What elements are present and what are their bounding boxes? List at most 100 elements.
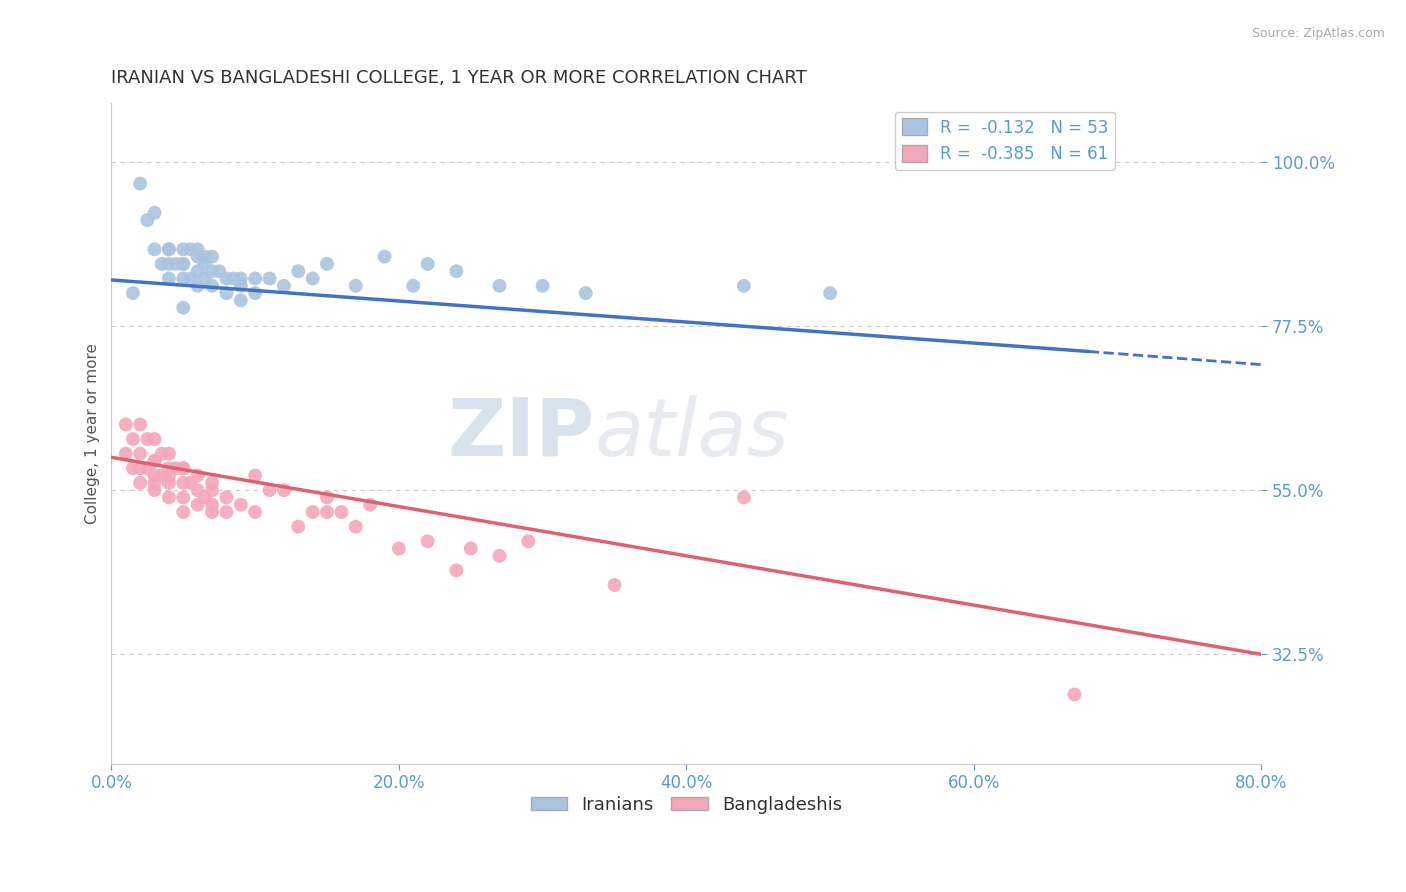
Point — [172, 491, 194, 505]
Point — [179, 475, 201, 490]
Point — [229, 278, 252, 293]
Point — [201, 264, 224, 278]
Point — [488, 278, 510, 293]
Point — [122, 461, 145, 475]
Point — [301, 271, 323, 285]
Point — [165, 257, 187, 271]
Point — [143, 454, 166, 468]
Point — [1063, 688, 1085, 702]
Point — [460, 541, 482, 556]
Point — [172, 461, 194, 475]
Point — [416, 257, 439, 271]
Point — [316, 257, 339, 271]
Point — [446, 563, 468, 577]
Point — [733, 278, 755, 293]
Text: IRANIAN VS BANGLADESHI COLLEGE, 1 YEAR OR MORE CORRELATION CHART: IRANIAN VS BANGLADESHI COLLEGE, 1 YEAR O… — [111, 69, 807, 87]
Point — [157, 491, 180, 505]
Point — [344, 278, 367, 293]
Point — [172, 301, 194, 315]
Point — [215, 286, 238, 301]
Point — [243, 271, 266, 285]
Point — [259, 271, 281, 285]
Point — [287, 519, 309, 533]
Point — [157, 271, 180, 285]
Point — [575, 286, 598, 301]
Point — [143, 206, 166, 220]
Text: ZIP: ZIP — [447, 394, 595, 473]
Point — [229, 498, 252, 512]
Point — [129, 417, 152, 432]
Point — [194, 250, 217, 264]
Point — [157, 242, 180, 256]
Point — [194, 491, 217, 505]
Point — [143, 242, 166, 256]
Point — [187, 242, 209, 256]
Point — [114, 417, 136, 432]
Point — [157, 447, 180, 461]
Point — [136, 432, 159, 446]
Point — [359, 498, 381, 512]
Point — [330, 505, 353, 519]
Point — [172, 271, 194, 285]
Point — [316, 491, 339, 505]
Point — [172, 257, 194, 271]
Point — [157, 257, 180, 271]
Y-axis label: College, 1 year or more: College, 1 year or more — [86, 343, 100, 524]
Point — [143, 432, 166, 446]
Point — [733, 491, 755, 505]
Point — [187, 250, 209, 264]
Legend: Iranians, Bangladeshis: Iranians, Bangladeshis — [523, 789, 849, 821]
Point — [316, 505, 339, 519]
Point — [215, 505, 238, 519]
Point — [157, 475, 180, 490]
Point — [517, 534, 540, 549]
Point — [194, 257, 217, 271]
Point — [179, 271, 201, 285]
Point — [388, 541, 411, 556]
Point — [172, 242, 194, 256]
Point — [446, 264, 468, 278]
Point — [201, 505, 224, 519]
Point — [243, 468, 266, 483]
Text: atlas: atlas — [595, 394, 789, 473]
Point — [194, 271, 217, 285]
Point — [179, 242, 201, 256]
Point — [301, 505, 323, 519]
Point — [1077, 154, 1099, 169]
Point — [201, 498, 224, 512]
Point — [187, 278, 209, 293]
Point — [129, 475, 152, 490]
Point — [143, 454, 166, 468]
Point — [201, 483, 224, 497]
Point — [150, 468, 173, 483]
Point — [603, 578, 626, 592]
Point — [150, 257, 173, 271]
Point — [122, 286, 145, 301]
Point — [172, 505, 194, 519]
Point — [136, 461, 159, 475]
Point — [129, 177, 152, 191]
Point — [243, 286, 266, 301]
Point — [344, 519, 367, 533]
Point — [187, 264, 209, 278]
Point — [172, 257, 194, 271]
Point — [222, 271, 245, 285]
Point — [201, 278, 224, 293]
Point — [273, 278, 295, 293]
Point — [818, 286, 841, 301]
Point — [416, 534, 439, 549]
Point — [201, 250, 224, 264]
Point — [531, 278, 554, 293]
Point — [157, 242, 180, 256]
Point — [143, 475, 166, 490]
Text: Source: ZipAtlas.com: Source: ZipAtlas.com — [1251, 27, 1385, 40]
Point — [259, 483, 281, 497]
Point — [150, 447, 173, 461]
Point — [287, 264, 309, 278]
Point — [229, 293, 252, 308]
Point — [373, 250, 395, 264]
Point — [201, 475, 224, 490]
Point — [402, 278, 425, 293]
Point — [157, 468, 180, 483]
Point — [129, 447, 152, 461]
